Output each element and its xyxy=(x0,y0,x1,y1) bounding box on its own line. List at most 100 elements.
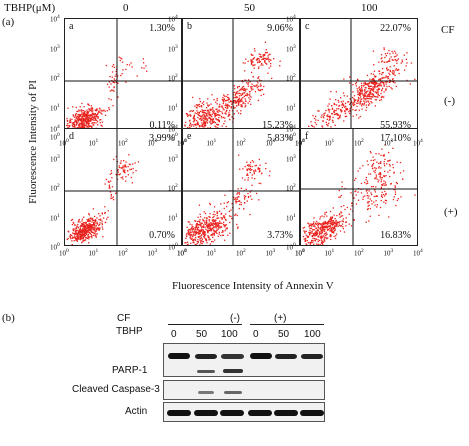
lane-label-4: 0 xyxy=(253,329,259,340)
actin-band-5 xyxy=(274,410,298,416)
parp1-label: PARP-1 xyxy=(112,365,148,376)
x-tick-label: 104 xyxy=(413,138,423,148)
caspase3-bands xyxy=(198,391,242,394)
y-tick-label: 104 xyxy=(50,124,60,134)
x-tick-label: 101 xyxy=(88,248,99,258)
y-tick-label: 102 xyxy=(168,183,178,193)
y-tick-label: 104 xyxy=(168,14,178,24)
x-tick-label: 104 xyxy=(295,248,305,258)
parp1-band-1 xyxy=(168,353,190,359)
scatter-dots-d xyxy=(65,129,181,245)
parp1-band-4 xyxy=(250,353,272,359)
x-axis-title: Fluorescence Intensity of Annexin V xyxy=(172,280,334,292)
y-tick-label: 102 xyxy=(50,183,60,193)
y-tick-label: 104 xyxy=(286,14,296,24)
y-tick-label: 102 xyxy=(168,73,178,83)
y-tick-label: 101 xyxy=(286,102,296,112)
actin-band-6 xyxy=(300,410,324,416)
parp1-cleaved-band-3 xyxy=(223,369,243,373)
y-tick-label: 103 xyxy=(50,153,60,163)
scatter-dots-b xyxy=(183,19,299,135)
y-tick-label: 104 xyxy=(168,124,178,134)
upper-right-percent: 9.06% xyxy=(267,23,293,34)
y-tick-label: 101 xyxy=(168,102,178,112)
actin-band-3 xyxy=(220,410,244,416)
cf-header: CF xyxy=(441,24,455,36)
actin-band-1 xyxy=(167,410,191,416)
tbhp-label-b: TBHP xyxy=(116,326,143,337)
y-tick-label: 100 xyxy=(286,132,296,142)
panel-a-letter: (a) xyxy=(2,16,15,28)
x-tick-label: 101 xyxy=(88,138,99,148)
upper-right-percent: 22.07% xyxy=(380,23,411,34)
x-tick-label: 103 xyxy=(383,138,394,148)
x-tick-label: 103 xyxy=(265,138,276,148)
y-tick-label: 103 xyxy=(50,43,60,53)
concentration-100: 100 xyxy=(361,2,378,14)
caspase3-band-3 xyxy=(224,391,242,394)
parp1-band-5 xyxy=(275,354,297,359)
lower-right-percent: 3.73% xyxy=(267,230,293,241)
parp1-cleaved-band-2 xyxy=(197,370,215,373)
lower-right-percent: 0.70% xyxy=(149,230,175,241)
y-tick-label: 100 xyxy=(286,242,296,252)
y-tick-label: 101 xyxy=(50,212,60,222)
x-tick-label: 104 xyxy=(413,248,423,258)
parp1-band-6 xyxy=(301,354,323,359)
y-tick-label: 100 xyxy=(50,132,60,142)
y-tick-label: 102 xyxy=(50,73,60,83)
parp1-bands xyxy=(168,353,323,373)
y-axis-title: Fluorescence Intensity of PI xyxy=(27,80,39,204)
scatter-dots-c xyxy=(301,19,417,135)
x-tick-label: 100 xyxy=(177,248,187,258)
actin-band-4 xyxy=(248,410,272,416)
x-tick-label: 104 xyxy=(295,138,305,148)
caspase3-band-2 xyxy=(198,391,214,394)
y-tick-label: 101 xyxy=(168,212,178,222)
cf-group-minus: (-) xyxy=(230,313,240,324)
upper-right-percent: 17.10% xyxy=(380,133,411,144)
lower-right-percent: 55.93% xyxy=(380,120,411,131)
x-tick-label: 101 xyxy=(324,138,335,148)
plot-letter: c xyxy=(305,21,310,32)
y-tick-label: 104 xyxy=(286,124,296,134)
parp1-band-3 xyxy=(221,354,244,359)
x-tick-label: 102 xyxy=(118,138,128,148)
cf-group-line-plus xyxy=(250,324,324,325)
x-tick-label: 101 xyxy=(206,248,217,258)
plot-letter: b xyxy=(187,21,192,32)
plot-letter: e xyxy=(187,131,192,142)
cf-group-line-minus xyxy=(168,324,242,325)
lane-label-2: 50 xyxy=(196,329,208,340)
scatter-dots-f xyxy=(301,129,417,245)
lane-label-3: 100 xyxy=(221,329,238,340)
parp1-band-2 xyxy=(195,354,217,359)
x-tick-label: 104 xyxy=(177,248,187,258)
lane-label-5: 50 xyxy=(278,329,290,340)
y-tick-label: 102 xyxy=(286,73,296,83)
y-tick-label: 103 xyxy=(168,153,178,163)
plot-letter: f xyxy=(305,131,309,142)
x-tick-label: 100 xyxy=(59,248,69,258)
x-tick-label: 100 xyxy=(177,138,187,148)
upper-right-percent: 3.99% xyxy=(149,133,175,144)
y-tick-label: 103 xyxy=(168,43,178,53)
lower-right-percent: 0.11% xyxy=(149,120,175,131)
lower-right-percent: 16.83% xyxy=(380,230,411,241)
y-tick-label: 102 xyxy=(286,183,296,193)
cf-group-plus: (+) xyxy=(274,313,287,324)
x-tick-label: 102 xyxy=(354,248,364,258)
flow-plot-f: f 17.10% 16.83% xyxy=(300,128,418,246)
panel-b-letter: (b) xyxy=(2,312,15,324)
lane-label-6: 100 xyxy=(304,329,321,340)
y-tick-label: 103 xyxy=(286,43,296,53)
caspase3-label: Cleaved Caspase-3 xyxy=(72,384,160,395)
upper-right-percent: 5.83% xyxy=(267,133,293,144)
x-tick-label: 102 xyxy=(354,138,364,148)
flow-plot-c: c 22.07% 55.93% xyxy=(300,18,418,136)
actin-bands xyxy=(167,410,324,416)
concentration-0: 0 xyxy=(123,2,129,14)
y-tick-label: 101 xyxy=(286,212,296,222)
plot-letter: a xyxy=(69,21,74,32)
x-tick-label: 100 xyxy=(59,138,69,148)
